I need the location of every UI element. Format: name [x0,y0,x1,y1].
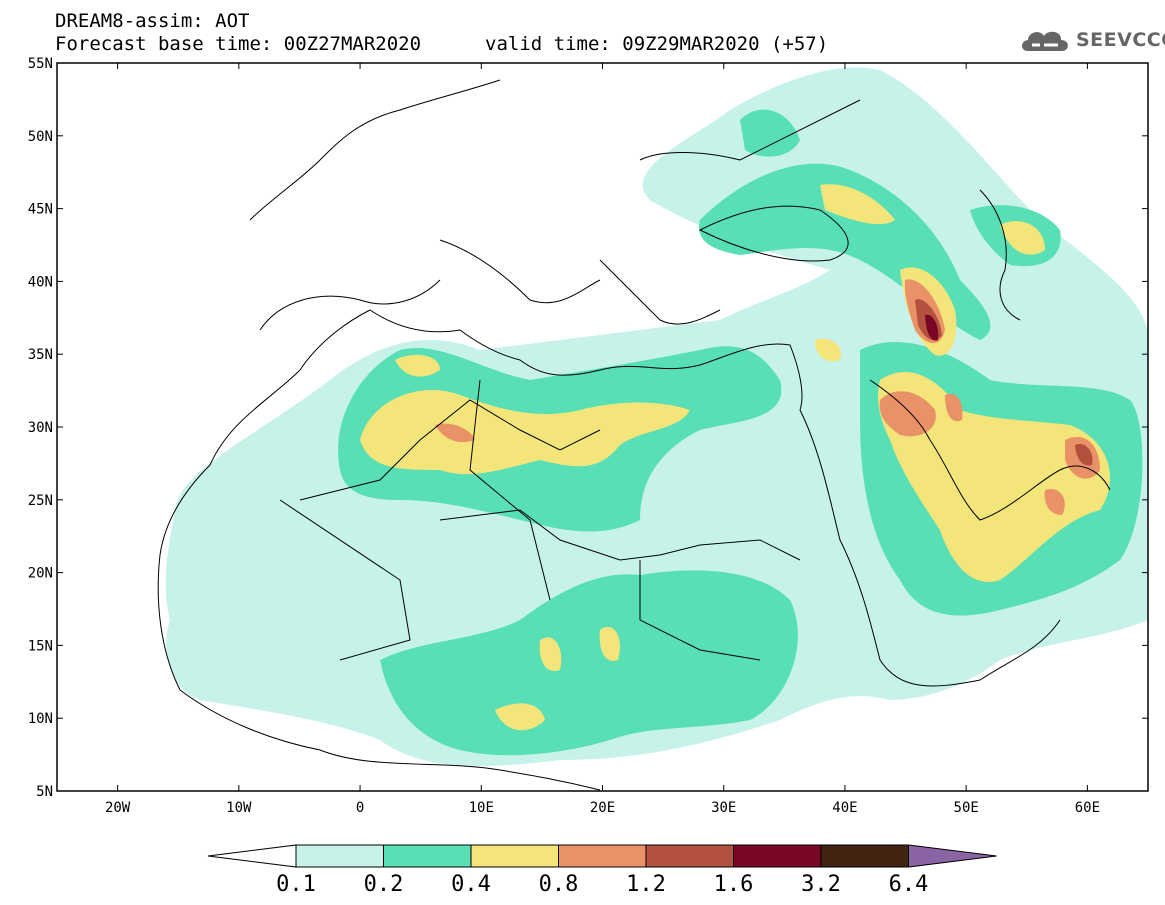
colorbar-label: 0.2 [364,872,404,897]
colorbar-high-arrow [908,844,997,868]
longitude-axis: 20W 10W 0 10E 20E 30E 40E 50E 60E [105,63,1100,816]
colorbar-swatch [470,844,559,868]
colorbar-label: 0.8 [539,872,579,897]
colorbar-label: 1.2 [626,872,666,897]
lat-label: 35N [28,347,53,363]
lon-label: 50E [954,800,979,816]
lat-label: 20N [28,566,53,582]
lat-label: 30N [28,420,53,436]
colorbar-label: 0.4 [451,872,491,897]
aot-field [165,67,1148,766]
lat-label: 15N [28,638,53,654]
seevccc-logo: SEEVCCC [1018,24,1165,56]
logo-text: SEEVCCC [1076,29,1165,51]
lat-label: 10N [28,711,53,727]
lon-label: 10W [226,800,252,816]
cloud-icon [1022,31,1068,51]
colorbar-swatch [820,844,909,868]
colorbar-label: 3.2 [801,872,841,897]
colorbar: 0.1 0.2 0.4 0.8 1.2 1.6 3.2 6.4 [207,844,997,897]
lat-label: 25N [28,493,53,509]
colorbar-label: 1.6 [714,872,754,897]
coastlines [157,79,1111,791]
colorbar-swatch [295,844,384,868]
lon-label: 10E [469,800,494,816]
colorbar-swatch [558,844,647,868]
lon-label: 40E [832,800,857,816]
forecast-base-time: Forecast base time: 00Z27MAR2020 [55,33,422,55]
lat-label: 50N [28,129,53,145]
colorbar-swatch [383,844,472,868]
map-title: DREAM8-assim: AOT [55,10,250,32]
lon-label: 0 [356,800,364,816]
lat-label: 55N [28,56,53,72]
colorbar-swatch [645,844,734,868]
lon-label: 60E [1075,800,1100,816]
lon-label: 20E [590,800,615,816]
colorbar-swatch [733,844,822,868]
valid-time: valid time: 09Z29MAR2020 (+57) [485,33,829,55]
colorbar-low-arrow [207,844,297,868]
lon-label: 20W [105,800,131,816]
latitude-axis: 55N 50N 45N 40N 35N 30N 25N 20N 15N 10N 5N [28,56,1148,800]
lat-label: 45N [28,202,53,218]
colorbar-label: 6.4 [889,872,929,897]
lat-label: 5N [36,784,53,800]
colorbar-label: 0.1 [276,872,316,897]
lat-label: 40N [28,274,53,290]
lon-label: 30E [711,800,736,816]
